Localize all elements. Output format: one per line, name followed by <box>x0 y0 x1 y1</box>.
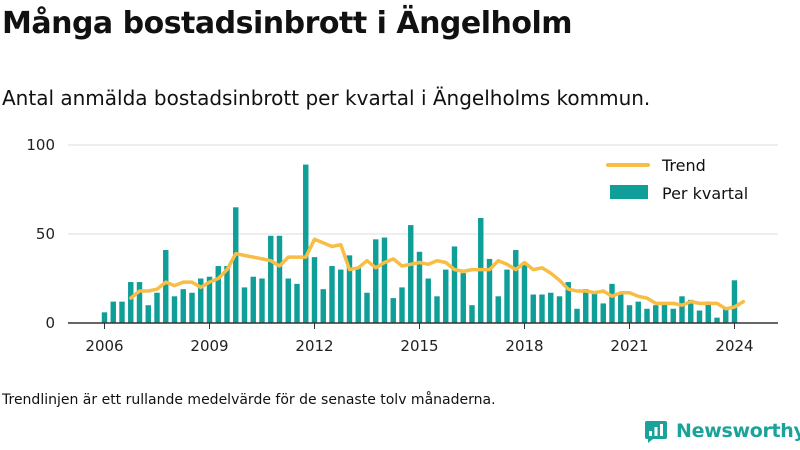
bar <box>294 283 300 323</box>
bar <box>206 276 213 323</box>
bar <box>224 266 230 323</box>
bar <box>670 308 676 323</box>
y-tick-label: 50 <box>36 225 55 243</box>
bar <box>679 296 685 323</box>
trend-layer <box>129 237 746 311</box>
bar <box>600 303 606 323</box>
brand-name: Newsworthy <box>676 420 800 442</box>
bar <box>215 266 221 323</box>
bar <box>661 303 668 323</box>
bar <box>539 294 545 323</box>
bar <box>626 305 633 323</box>
bar <box>495 296 501 323</box>
legend-trend-label: Trend <box>661 156 706 175</box>
bar <box>504 269 510 323</box>
bar <box>556 296 563 323</box>
bar <box>136 282 143 323</box>
bar <box>303 164 309 323</box>
bar <box>268 235 274 323</box>
bar <box>731 280 738 323</box>
axis-layer: 0 50 100 2006 2009 2012 2015 2018 2021 2024 <box>26 136 778 355</box>
bar <box>574 308 580 323</box>
newsworthy-logo-icon <box>645 421 667 443</box>
bar <box>311 257 318 323</box>
bar <box>653 305 659 323</box>
bar <box>163 250 169 323</box>
bar <box>119 301 125 323</box>
bar <box>373 239 379 323</box>
bar <box>259 278 265 323</box>
bar <box>285 278 291 323</box>
legend-bars-swatch <box>610 185 648 199</box>
bar <box>609 283 615 323</box>
bar <box>416 251 423 323</box>
chart-title: Många bostadsinbrott i Ängelholm <box>2 6 573 41</box>
x-tick-label: 2009 <box>190 337 228 355</box>
bar <box>128 282 134 323</box>
bar <box>233 207 239 323</box>
bar <box>548 292 554 323</box>
bar <box>583 289 589 323</box>
y-tick-label: 100 <box>26 136 55 154</box>
bar <box>565 282 571 323</box>
bar <box>513 250 519 323</box>
bar <box>530 294 536 323</box>
trend-line <box>129 237 746 311</box>
bar <box>486 258 493 323</box>
grid-layer <box>68 144 778 235</box>
bar <box>101 312 108 323</box>
bar <box>110 301 116 323</box>
bar <box>390 298 396 323</box>
bar <box>320 289 326 323</box>
bar <box>591 290 598 323</box>
footnote: Trendlinjen är ett rullande medelvärde f… <box>2 392 496 408</box>
bar <box>451 246 458 323</box>
bar <box>346 255 353 323</box>
bar <box>338 269 344 323</box>
x-tick-label: 2021 <box>610 337 648 355</box>
bars-layer <box>101 164 738 323</box>
bar <box>364 292 370 323</box>
bar <box>171 296 178 323</box>
bar <box>644 308 650 323</box>
x-tick-label: 2015 <box>400 337 438 355</box>
x-tick-label: 2012 <box>295 337 333 355</box>
bar <box>145 305 151 323</box>
bar <box>521 264 528 323</box>
bar <box>425 278 431 323</box>
bar <box>381 237 388 323</box>
bar <box>241 287 248 323</box>
bar <box>696 310 703 323</box>
bar <box>355 267 361 323</box>
chart-subtitle: Antal anmälda bostadsinbrott per kvartal… <box>2 86 651 110</box>
bar <box>276 235 283 323</box>
bar <box>635 301 641 323</box>
bar <box>460 273 466 323</box>
bar <box>688 299 694 323</box>
bar <box>443 269 449 323</box>
bar <box>399 287 405 323</box>
bar <box>198 278 204 323</box>
bar <box>434 296 440 323</box>
bar <box>180 289 186 323</box>
bar <box>250 276 256 323</box>
bar <box>618 294 624 323</box>
x-tick-label: 2006 <box>85 337 123 355</box>
brand: Newsworthy <box>644 419 800 443</box>
bar <box>714 317 720 323</box>
legend: Trend Per kvartal <box>606 156 748 203</box>
bar <box>408 225 414 323</box>
bar <box>469 305 475 323</box>
x-tick-label: 2018 <box>505 337 543 355</box>
legend-bars-label: Per kvartal <box>662 184 748 203</box>
x-tick-label: 2024 <box>715 337 753 355</box>
bar <box>705 301 711 323</box>
bar <box>723 308 729 323</box>
bar <box>154 292 160 323</box>
y-tick-label: 0 <box>45 314 55 332</box>
bar <box>329 266 335 323</box>
bar <box>189 292 195 323</box>
